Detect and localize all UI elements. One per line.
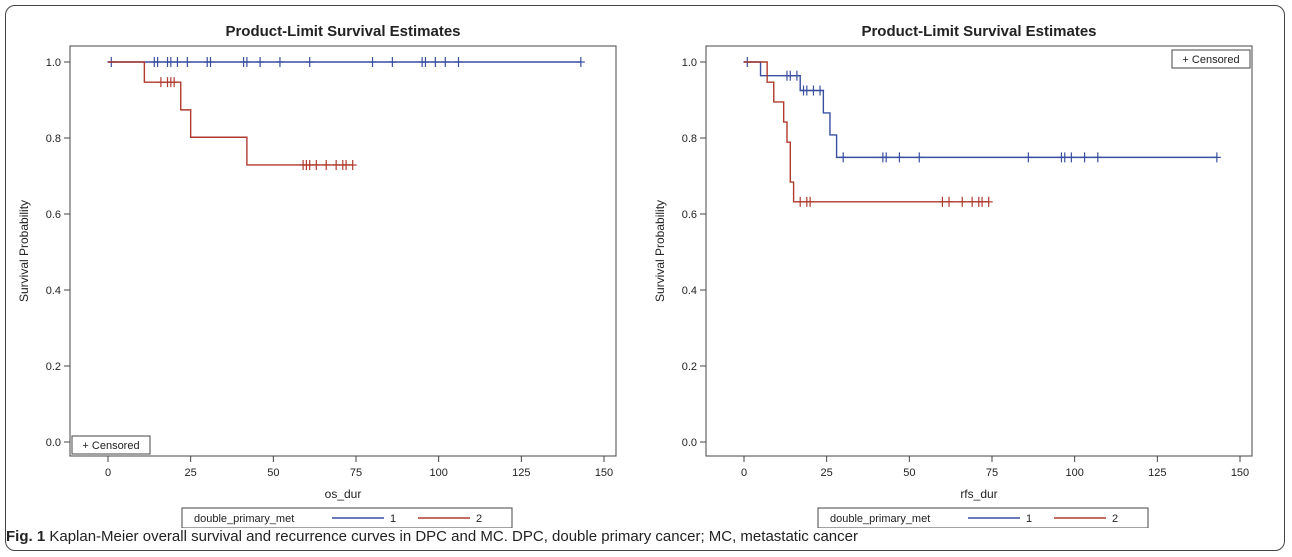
chart-title: Product-Limit Survival Estimates bbox=[225, 23, 460, 40]
plot-area-frame bbox=[705, 45, 1253, 457]
y-tick-label: 0.0 bbox=[46, 437, 61, 449]
chart-left-os: Product-Limit Survival Estimates 0.0 0.2 0.… bbox=[12, 18, 646, 529]
x-tick-label: 75 bbox=[986, 467, 998, 479]
x-axis-label: rfs_dur bbox=[960, 487, 997, 501]
y-tick-label: 1.0 bbox=[682, 57, 697, 69]
chart-title: Product-Limit Survival Estimates bbox=[861, 23, 1096, 40]
series-line-2 bbox=[744, 61, 989, 203]
caption-label: Fig. 1 bbox=[6, 528, 46, 545]
legend-entry-2: 2 bbox=[1112, 513, 1118, 525]
plot-area-frame bbox=[69, 45, 617, 457]
x-tick-label: 100 bbox=[1065, 467, 1083, 479]
series-line-2 bbox=[108, 61, 353, 166]
y-axis-label: Survival Probability bbox=[17, 200, 31, 302]
censored-legend-label: + Censored bbox=[82, 440, 139, 452]
y-axis-label: Survival Probability bbox=[653, 200, 667, 302]
y-tick-label: 0.6 bbox=[682, 209, 697, 221]
legend-entry-1: 1 bbox=[390, 513, 396, 525]
chart-right-rfs: Product-Limit Survival Estimates 0.0 0.2 0.… bbox=[648, 18, 1282, 529]
x-tick-label: 0 bbox=[105, 467, 111, 479]
y-tick-label: 0.8 bbox=[46, 133, 61, 145]
y-tick-label: 0.2 bbox=[46, 361, 61, 373]
x-axis-label: os_dur bbox=[325, 487, 362, 501]
x-tick-label: 25 bbox=[821, 467, 833, 479]
x-tick-label: 125 bbox=[1148, 467, 1166, 479]
x-tick-label: 0 bbox=[741, 467, 747, 479]
y-tick-label: 1.0 bbox=[46, 57, 61, 69]
series-2 bbox=[744, 61, 993, 207]
x-tick-label: 50 bbox=[267, 467, 279, 479]
series-1 bbox=[743, 57, 1221, 163]
survival-chart-0: Product-Limit Survival Estimates 0.0 0.2 0.… bbox=[17, 23, 617, 529]
series-1 bbox=[107, 57, 585, 67]
figure-caption: Fig. 1 Kaplan-Meier overall survival and… bbox=[6, 528, 1276, 545]
figure-frame bbox=[5, 5, 1285, 551]
series-2 bbox=[108, 61, 357, 170]
x-tick-label: 150 bbox=[595, 467, 613, 479]
censored-legend-label: + Censored bbox=[1182, 54, 1239, 66]
group-legend-title: double_primary_met bbox=[194, 513, 294, 525]
x-tick-label: 25 bbox=[185, 467, 197, 479]
x-tick-label: 75 bbox=[350, 467, 362, 479]
y-tick-label: 0.0 bbox=[682, 437, 697, 449]
y-tick-label: 0.4 bbox=[682, 285, 697, 297]
censored-legend-box bbox=[71, 435, 151, 455]
survival-chart-1: Product-Limit Survival Estimates 0.0 0.2 0.… bbox=[653, 23, 1253, 529]
legend-entry-2: 2 bbox=[476, 513, 482, 525]
y-tick-label: 0.4 bbox=[46, 285, 61, 297]
x-tick-label: 125 bbox=[512, 467, 530, 479]
x-tick-label: 50 bbox=[903, 467, 915, 479]
y-tick-label: 0.8 bbox=[682, 133, 697, 145]
legend-entry-1: 1 bbox=[1026, 513, 1032, 525]
censored-legend-box bbox=[1171, 49, 1251, 69]
series-line-1 bbox=[744, 61, 1217, 159]
group-legend-title: double_primary_met bbox=[830, 513, 930, 525]
caption-text: Kaplan-Meier overall survival and recurr… bbox=[49, 528, 858, 545]
y-tick-label: 0.2 bbox=[682, 361, 697, 373]
x-tick-label: 150 bbox=[1231, 467, 1249, 479]
y-tick-label: 0.6 bbox=[46, 209, 61, 221]
x-tick-label: 100 bbox=[429, 467, 447, 479]
